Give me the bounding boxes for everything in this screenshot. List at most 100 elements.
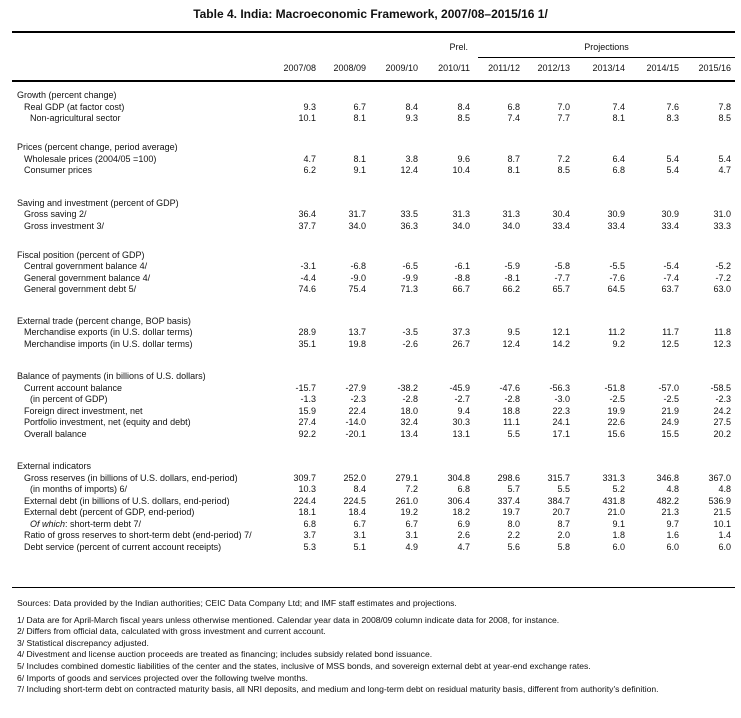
- table-cell: 22.6: [607, 417, 625, 427]
- row-label-text: Gross reserves (in billions of U.S. doll…: [24, 472, 238, 483]
- table-cell: 367.0: [708, 472, 731, 483]
- prel-label: Prel.: [449, 42, 468, 52]
- table-cell: 19.7: [502, 507, 520, 517]
- table-cell: 31.7: [348, 209, 366, 219]
- footnote: 3/ Statistical discrepancy adjusted.: [17, 637, 149, 648]
- table-cell: 9.7: [666, 518, 679, 529]
- table-cell: 8.4: [457, 101, 470, 112]
- section-heading: External indicators: [17, 461, 92, 471]
- section-heading-row: Fiscal position (percent of GDP): [12, 250, 733, 262]
- table-cell: 9.1: [353, 165, 366, 175]
- table-cell: 8.5: [718, 113, 731, 123]
- table-cell: 5.5: [557, 484, 570, 494]
- table-cell: 5.5: [507, 428, 520, 439]
- row-label-text: Foreign direct investment, net: [24, 405, 143, 416]
- table-row: Real GDP (at factor cost) 9.3 6.7 8.4 8.4 6.8…: [12, 102, 733, 114]
- section-heading: Growth (percent change): [17, 90, 117, 100]
- table-cell: 12.4: [502, 338, 520, 349]
- table-cell: -27.9: [345, 382, 366, 393]
- table-cell: 279.1: [395, 472, 418, 483]
- table-cell: -38.2: [397, 382, 418, 393]
- row-label-text: (in percent of GDP): [30, 394, 108, 404]
- table-cell: -5.9: [504, 261, 520, 271]
- spacer-row: [12, 296, 733, 316]
- table-cell: -6.1: [454, 261, 470, 271]
- table-cell: 7.4: [612, 101, 625, 112]
- table-cell: 19.9: [607, 405, 625, 416]
- table-cell: 9.3: [303, 101, 316, 112]
- table-cell: 6.4: [612, 153, 625, 164]
- table-cell: -2.3: [715, 394, 731, 404]
- row-label: Central government balance 4/: [12, 261, 282, 273]
- table-cell: 4.8: [718, 484, 731, 494]
- table-cell: 4.7: [303, 153, 316, 164]
- table-cell: 7.4: [507, 113, 520, 123]
- table-cell: -4.4: [300, 272, 316, 283]
- row-label-text: Ratio of gross reserves to short-term de…: [24, 530, 252, 540]
- table-cell: 8.1: [353, 153, 366, 164]
- table-cell: 8.4: [405, 101, 418, 112]
- table-cell: -5.2: [715, 261, 731, 271]
- table-row: External debt (in billions of U.S. dolla…: [12, 496, 733, 508]
- table-cell: 431.8: [602, 495, 625, 506]
- row-label-text: Gross saving 2/: [24, 209, 87, 219]
- table-row: Non-agricultural sector 10.1 8.1 9.3 8.5 7.4 7…: [12, 113, 733, 125]
- row-label-text: Central government balance 4/: [24, 261, 148, 271]
- table-cell: 2.6: [457, 530, 470, 540]
- table-row: Of which: short-term debt 7/6.8 6.7 6.7 6.9…: [12, 519, 733, 531]
- row-label: Gross investment 3/: [12, 221, 282, 233]
- table-cell: 261.0: [395, 495, 418, 506]
- table-cell: 15.5: [661, 428, 679, 439]
- table-cell: -7.7: [554, 272, 570, 283]
- table-cell: 12.5: [661, 338, 679, 349]
- table-row: Merchandise imports (in U.S. dollar term…: [12, 339, 733, 351]
- table-cell: 66.2: [502, 284, 520, 294]
- row-label: Debt service (percent of current account…: [12, 542, 282, 554]
- table-cell: 4.9: [405, 541, 418, 552]
- table-cell: 22.4: [348, 405, 366, 416]
- table-cell: 306.4: [447, 495, 470, 506]
- table-cell: 30.9: [607, 209, 625, 219]
- table-cell: 27.4: [298, 417, 316, 427]
- row-label-text: Current account balance: [24, 382, 123, 393]
- section-heading: External trade (percent change, BOP basi…: [17, 315, 191, 326]
- table-cell: 35.1: [298, 338, 316, 349]
- footnote: 4/ Divestment and license auction procee…: [17, 649, 433, 660]
- row-label-text: Consumer prices: [24, 165, 93, 175]
- table-cell: 12.3: [713, 338, 731, 349]
- table-cell: 31.3: [452, 209, 470, 219]
- table-cell: 6.0: [612, 541, 625, 552]
- table-cell: 22.3: [552, 405, 570, 416]
- table-cell: 36.4: [298, 209, 316, 219]
- table-cell: -2.6: [402, 338, 418, 349]
- table-cell: 14.2: [552, 338, 570, 349]
- footnotes: 1/ Data are for April-March fiscal years…: [17, 615, 727, 696]
- table-cell: 10.1: [298, 113, 316, 123]
- year-header: 2010/11: [438, 63, 470, 73]
- row-label-text: Wholesale prices (2004/05 =100): [24, 153, 157, 164]
- table-cell: 252.0: [343, 472, 366, 483]
- year-header: 2014/15: [646, 63, 679, 73]
- table-cell: 30.9: [661, 209, 679, 219]
- table-row: General government debt 5/74.6 75.4 71.3 66…: [12, 284, 733, 296]
- table-cell: -2.8: [504, 394, 520, 404]
- table-cell: 6.8: [303, 518, 316, 529]
- table-row: Merchandise exports (in U.S. dollar term…: [12, 327, 733, 339]
- table-cell: 337.4: [497, 495, 520, 506]
- table-row: Foreign direct investment, net 15.9 22.4 18…: [12, 406, 733, 418]
- table-cell: 5.3: [303, 541, 316, 552]
- table-cell: -3.0: [554, 394, 570, 404]
- table-cell: 28.9: [298, 327, 316, 337]
- bottom-rule: [12, 587, 735, 588]
- table-cell: -20.1: [345, 428, 366, 439]
- table-cell: -2.3: [350, 394, 366, 404]
- table-cell: 33.4: [552, 220, 570, 231]
- row-label-text: Merchandise exports (in U.S. dollar term…: [24, 327, 193, 337]
- year-header: 2007/08: [283, 63, 316, 73]
- table-cell: 18.0: [400, 405, 418, 416]
- year-header: 2013/14: [592, 63, 625, 73]
- projections-rule: [478, 57, 735, 58]
- table-cell: 19.8: [348, 338, 366, 349]
- table-cell: 34.0: [502, 220, 520, 231]
- table-cell: 21.3: [661, 507, 679, 517]
